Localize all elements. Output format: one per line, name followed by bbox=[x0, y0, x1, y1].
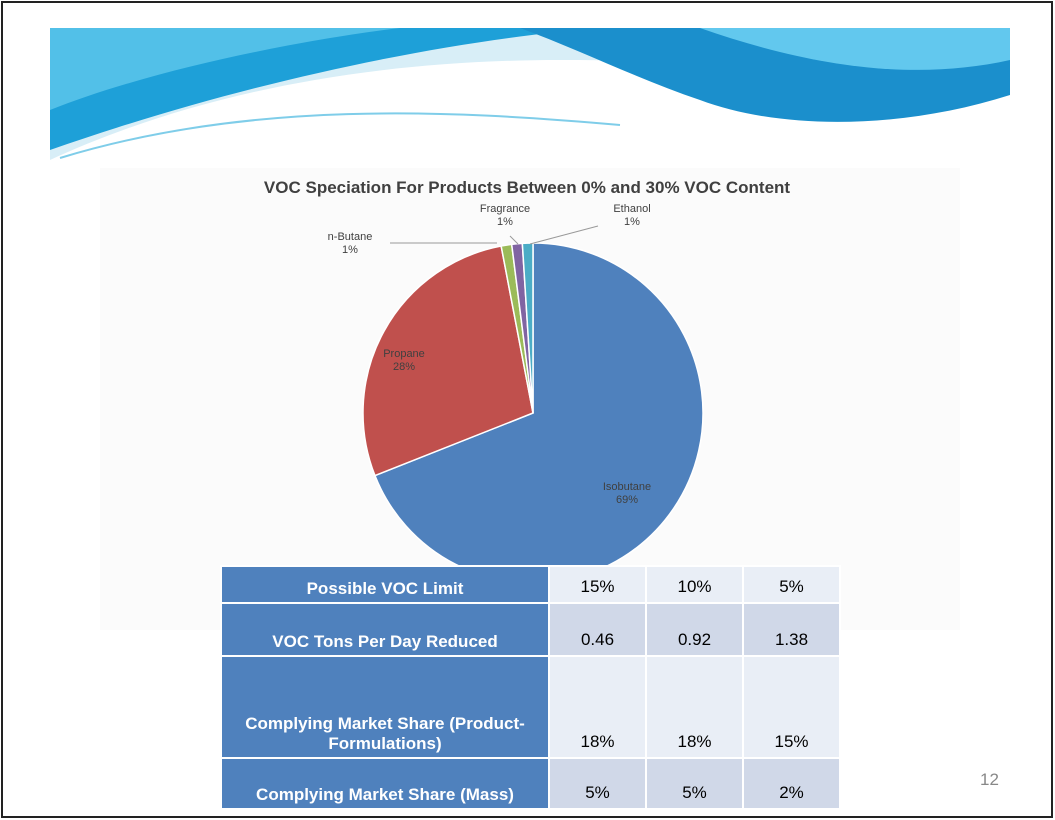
header-wave bbox=[50, 28, 1010, 160]
table-cell: 5% bbox=[548, 757, 647, 810]
table-cell: 15% bbox=[548, 565, 647, 604]
slice-value: 1% bbox=[342, 244, 358, 256]
leader-line bbox=[509, 235, 519, 245]
leader-line bbox=[529, 225, 599, 245]
table-cell: 5% bbox=[645, 757, 744, 810]
table-cell: 2% bbox=[742, 757, 841, 810]
table-cell: 5% bbox=[742, 565, 841, 604]
table-cell: 0.46 bbox=[548, 602, 647, 657]
slice-value: 69% bbox=[616, 494, 638, 506]
table-cell: 18% bbox=[645, 655, 744, 759]
table-cell: 15% bbox=[742, 655, 841, 759]
table-row: Possible VOC Limit 15% 10% 5% bbox=[220, 565, 841, 604]
pie-slice bbox=[373, 242, 704, 584]
slice-label: Isobutane bbox=[603, 481, 651, 493]
table-row: Complying Market Share (Product-Formulat… bbox=[220, 655, 841, 759]
row-header: Complying Market Share (Product-Formulat… bbox=[220, 655, 550, 759]
table: Possible VOC Limit 15% 10% 5% VOC Tons Per D… bbox=[220, 565, 841, 810]
slice-value: 1% bbox=[497, 216, 513, 228]
slice-label: n-Butane bbox=[328, 231, 373, 243]
slice-value: 28% bbox=[393, 361, 415, 373]
page-number: 12 bbox=[980, 770, 999, 789]
row-header: VOC Tons Per Day Reduced bbox=[220, 602, 550, 657]
table-cell: 1.38 bbox=[742, 602, 841, 657]
table-row: VOC Tons Per Day Reduced 0.46 0.92 1.38 bbox=[220, 602, 841, 657]
table-cell: 0.92 bbox=[645, 602, 744, 657]
chart-title: VOC Speciation For Products Between 0% a… bbox=[264, 178, 790, 197]
row-header: Possible VOC Limit bbox=[220, 565, 550, 604]
table-cell: 18% bbox=[548, 655, 647, 759]
slice-value: 1% bbox=[624, 216, 640, 228]
table-row: Complying Market Share (Mass) 5% 5% 2% bbox=[220, 757, 841, 810]
slice-label: Ethanol bbox=[613, 203, 650, 215]
slice-label: Propane bbox=[383, 348, 425, 360]
row-header: Complying Market Share (Mass) bbox=[220, 757, 550, 810]
table-cell: 10% bbox=[645, 565, 744, 604]
slice-label: Fragrance bbox=[480, 203, 530, 215]
pie-slice bbox=[362, 245, 534, 477]
